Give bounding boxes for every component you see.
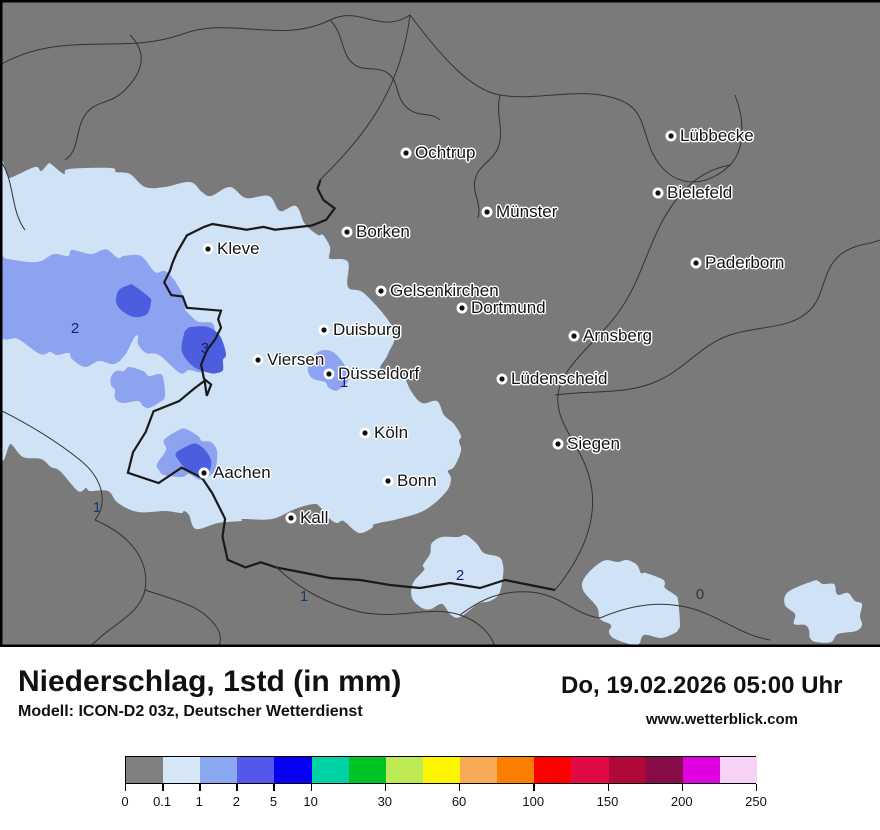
svg-text:Düsseldorf: Düsseldorf bbox=[338, 364, 420, 383]
svg-text:Duisburg: Duisburg bbox=[333, 320, 401, 339]
svg-text:Bonn: Bonn bbox=[397, 471, 437, 490]
svg-text:2: 2 bbox=[71, 320, 79, 337]
svg-text:Ochtrup: Ochtrup bbox=[415, 143, 475, 162]
svg-text:Aachen: Aachen bbox=[213, 463, 271, 482]
svg-text:Münster: Münster bbox=[496, 202, 558, 221]
svg-text:Kleve: Kleve bbox=[217, 239, 260, 258]
svg-text:Arnsberg: Arnsberg bbox=[583, 326, 652, 345]
svg-text:1: 1 bbox=[300, 588, 308, 605]
svg-text:Köln: Köln bbox=[374, 423, 408, 442]
svg-text:1: 1 bbox=[93, 499, 101, 516]
svg-text:Bielefeld: Bielefeld bbox=[667, 183, 732, 202]
svg-text:2: 2 bbox=[456, 567, 464, 584]
svg-text:Paderborn: Paderborn bbox=[705, 253, 784, 272]
svg-text:Siegen: Siegen bbox=[567, 434, 620, 453]
svg-text:Lübbecke: Lübbecke bbox=[680, 126, 754, 145]
svg-text:Borken: Borken bbox=[356, 222, 410, 241]
svg-text:1: 1 bbox=[340, 374, 348, 391]
svg-text:Lüdenscheid: Lüdenscheid bbox=[511, 369, 607, 388]
svg-text:3: 3 bbox=[201, 340, 209, 357]
svg-text:Viersen: Viersen bbox=[267, 350, 324, 369]
svg-text:Kall: Kall bbox=[300, 508, 328, 527]
svg-text:Dortmund: Dortmund bbox=[471, 298, 546, 317]
svg-text:0: 0 bbox=[696, 586, 704, 603]
